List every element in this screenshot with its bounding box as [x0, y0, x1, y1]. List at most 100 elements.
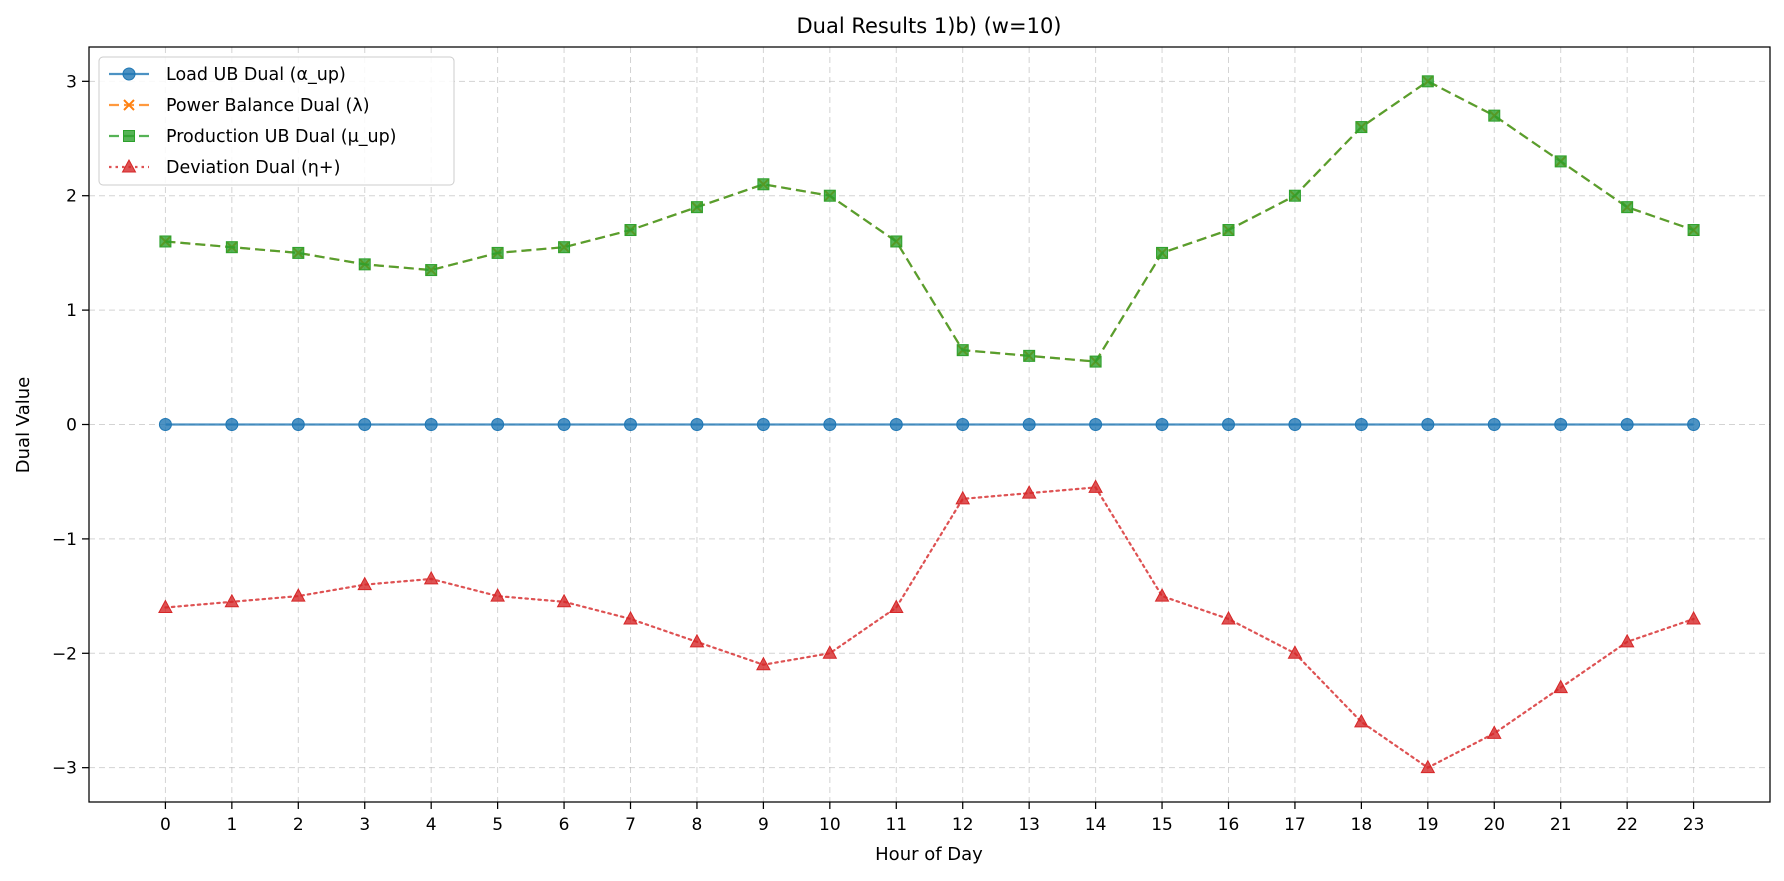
legend-label: Deviation Dual (η+) — [166, 158, 340, 178]
y-tick-label: 2 — [66, 187, 77, 207]
legend: Load UB Dual (α_up) Power Balance Dual (λ… — [98, 56, 455, 186]
data-point — [1089, 418, 1103, 431]
data-point — [955, 490, 971, 505]
data-point — [1288, 418, 1302, 431]
data-point — [1355, 121, 1368, 134]
data-point — [1687, 224, 1700, 237]
data-point — [756, 656, 771, 671]
data-point — [1553, 679, 1569, 694]
data-point — [224, 593, 240, 608]
y-axis-label: Dual Value — [13, 377, 34, 473]
data-point — [623, 610, 638, 625]
data-point — [624, 418, 638, 431]
x-tick-label: 19 — [1417, 815, 1439, 835]
data-point — [1420, 759, 1436, 774]
data-point — [956, 344, 969, 357]
legend-item: Load UB Dual (α_up) — [109, 65, 346, 85]
x-tick-label: 23 — [1683, 815, 1705, 835]
data-point — [490, 588, 505, 602]
y-tick-label: 0 — [66, 416, 77, 436]
x-tick-label: 1 — [226, 815, 237, 835]
data-point — [158, 599, 173, 614]
data-point — [1221, 418, 1235, 431]
x-tick-label: 8 — [692, 815, 703, 835]
series-0 — [158, 418, 1701, 431]
data-point — [822, 645, 838, 659]
data-point — [491, 246, 504, 259]
data-point — [1154, 588, 1170, 602]
data-point — [290, 588, 306, 602]
legend-label: Load UB Dual (α_up) — [166, 65, 346, 85]
data-point — [1554, 155, 1567, 168]
x-tick-label: 2 — [293, 815, 304, 835]
data-point — [690, 418, 704, 431]
x-axis: 0 1 2 3 4 5 6 7 8 9 10 11 12 13 14 15 16 17 18 19 20 21 22 23 — [160, 802, 1704, 835]
data-point — [1486, 725, 1502, 739]
data-point — [1221, 610, 1236, 625]
data-point — [556, 593, 572, 608]
x-tick-label: 5 — [492, 815, 503, 835]
data-point — [1554, 418, 1568, 431]
data-point — [624, 224, 637, 237]
x-tick-label: 12 — [952, 815, 974, 835]
chart-title: Dual Results 1)b) (w=10) — [797, 14, 1062, 38]
data-point — [1687, 418, 1701, 431]
data-point — [1621, 201, 1634, 214]
x-tick-label: 17 — [1284, 815, 1306, 835]
data-point — [225, 418, 239, 431]
y-tick-label: −1 — [52, 530, 77, 550]
legend-label: Production UB Dual (μ_up) — [166, 127, 397, 147]
data-point — [1421, 75, 1434, 88]
legend-marker — [123, 130, 135, 142]
x-tick-label: 3 — [359, 815, 370, 835]
data-point — [1488, 109, 1501, 122]
x-tick-label: 11 — [885, 815, 907, 835]
data-point — [756, 418, 770, 431]
data-point — [1022, 418, 1036, 431]
legend-marker — [122, 67, 136, 81]
data-point — [1287, 645, 1303, 659]
data-point — [1354, 418, 1368, 431]
data-point — [557, 418, 571, 431]
series-line — [165, 80, 1694, 363]
legend-marker — [123, 99, 135, 111]
data-point — [823, 418, 837, 431]
legend-marker — [121, 158, 137, 173]
x-tick-label: 20 — [1483, 815, 1505, 835]
data-point — [1354, 713, 1369, 728]
legend-box — [98, 56, 455, 186]
data-point — [292, 246, 305, 259]
data-point — [357, 576, 373, 591]
x-axis-label: Hour of Day — [875, 844, 983, 865]
data-point — [358, 258, 371, 271]
legend-item: Production UB Dual (μ_up) — [109, 127, 397, 147]
y-axis: 3 2 1 0 −1 −2 −3 — [52, 72, 89, 779]
x-tick-label: 4 — [426, 815, 437, 835]
data-point — [1487, 418, 1501, 431]
y-tick-label: 1 — [66, 301, 77, 321]
data-point — [425, 264, 438, 277]
data-point — [888, 599, 904, 614]
y-tick-label: −2 — [52, 644, 77, 664]
data-point — [159, 235, 172, 248]
data-point — [358, 418, 372, 431]
y-tick-label: 3 — [66, 72, 77, 92]
data-point — [291, 418, 305, 431]
data-point — [689, 633, 705, 648]
data-point — [424, 418, 438, 431]
legend-item: Power Balance Dual (λ) — [109, 96, 370, 116]
data-point — [890, 235, 903, 248]
data-point — [1686, 610, 1701, 625]
data-point — [1619, 633, 1635, 648]
x-tick-label: 6 — [559, 815, 570, 835]
data-point — [491, 418, 505, 431]
x-tick-label: 21 — [1550, 815, 1572, 835]
legend-label: Power Balance Dual (λ) — [166, 96, 370, 116]
data-point — [1421, 418, 1435, 431]
x-tick-label: 15 — [1151, 815, 1173, 835]
data-point — [558, 241, 571, 254]
series-line — [164, 486, 1695, 769]
data-point — [823, 189, 836, 202]
data-point — [1222, 224, 1235, 237]
